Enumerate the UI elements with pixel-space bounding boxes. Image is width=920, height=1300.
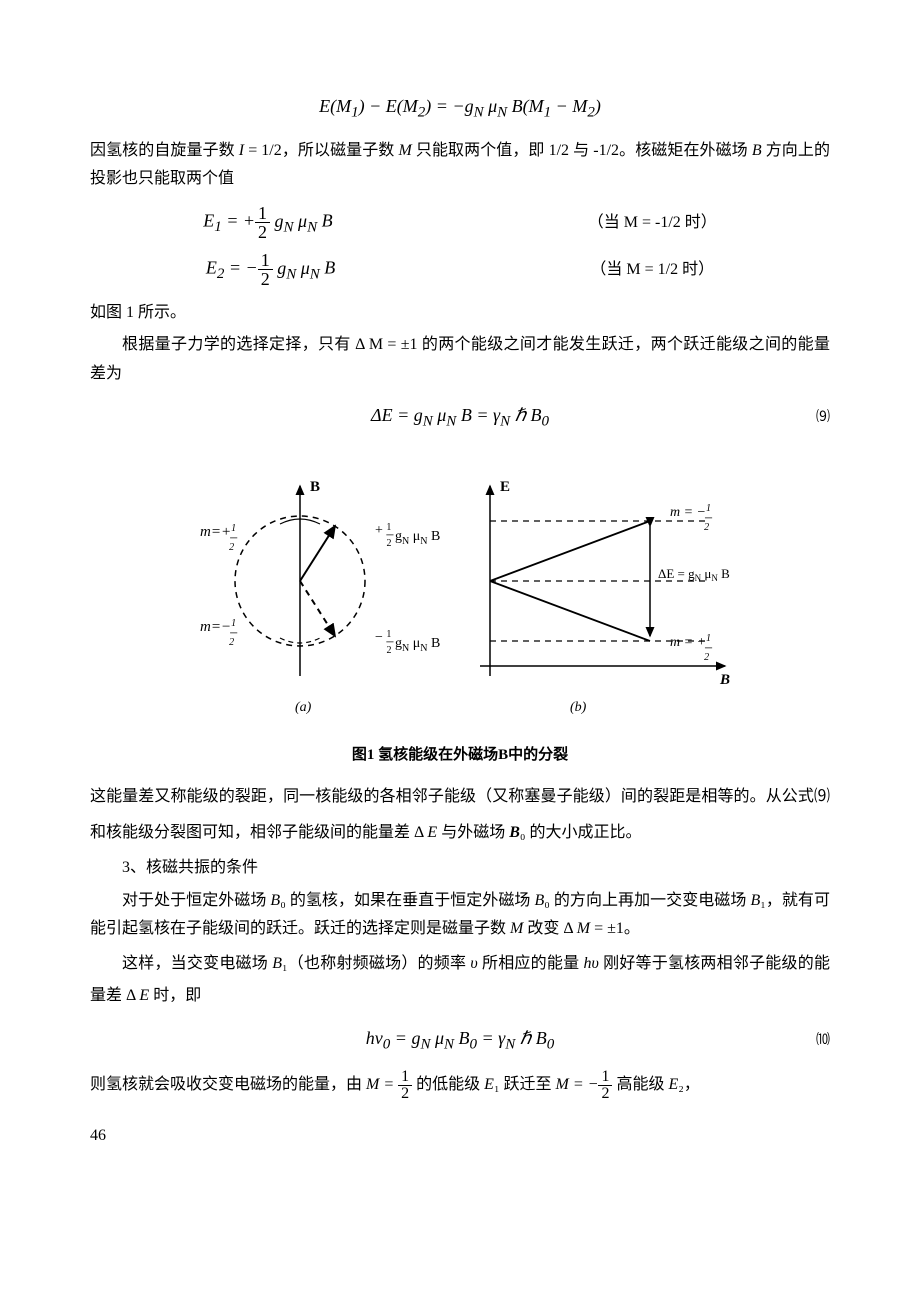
var-E: E bbox=[427, 824, 437, 841]
var-v: υ bbox=[470, 955, 477, 972]
text: 这样，当交变电磁场 bbox=[122, 955, 272, 972]
m-plus-label-a: m=+1─2 bbox=[200, 523, 238, 553]
equation-9: ΔE = gN μN B = γN ℏ B0 ⑼ bbox=[90, 399, 830, 436]
eq-E1-note: （当 M = -1/2 时） bbox=[588, 214, 717, 231]
text: 时，即 bbox=[149, 987, 201, 1004]
var-B: B bbox=[752, 142, 762, 159]
eq-top-expr: E(M1) − E(M2) = −gN μN B(M1 − M2) bbox=[319, 96, 601, 116]
var-B: B bbox=[270, 892, 280, 909]
var-hv: hυ bbox=[584, 955, 599, 972]
frac-n: 1 bbox=[255, 204, 270, 223]
paragraph-5: 对于处于恒定外磁场 B₀ 的氢核，如果在垂直于恒定外磁场 B₀ 的方向上再加一交… bbox=[90, 887, 830, 945]
panel-b-label: (b) bbox=[570, 700, 587, 715]
eq9-number: ⑼ bbox=[816, 405, 830, 430]
frac-d: 2 bbox=[258, 270, 273, 288]
text: 的低能级 bbox=[412, 1076, 484, 1093]
m-minus-label-b: m = −1─2 bbox=[670, 503, 713, 533]
var-B0: B bbox=[509, 824, 520, 841]
var-E: E bbox=[484, 1076, 494, 1093]
figure-1: B m=+1─2 m=−1─2 + 1─2 gN μN B − 1─2 gN μ… bbox=[90, 466, 830, 770]
eq-E2-note: （当 M = 1/2 时） bbox=[590, 261, 714, 278]
equation-top: E(M1) − E(M2) = −gN μN B(M1 − M2) bbox=[90, 90, 830, 127]
section-3-title: 3、核磁共振的条件 bbox=[90, 854, 830, 883]
neg-half-gmb: − 1─2 gN μN B bbox=[375, 629, 440, 656]
m-minus-label-a: m=−1─2 bbox=[200, 618, 238, 648]
eq10-expr: hν0 = gN μN B0 = γN ℏ B0 bbox=[366, 1022, 554, 1059]
text: 所相应的能量 bbox=[478, 955, 584, 972]
text: ₁（也称射频磁场）的频率 bbox=[282, 955, 470, 972]
var-E: E bbox=[139, 987, 149, 1004]
text: ₁ 跃迁至 bbox=[494, 1076, 556, 1093]
var-B: B bbox=[534, 892, 544, 909]
text: = ±1。 bbox=[590, 920, 640, 937]
figure-1-caption: 图1 氢核能级在外磁场B中的分裂 bbox=[90, 742, 830, 769]
var-M: M bbox=[510, 920, 523, 937]
pos-half-gmb: + 1─2 gN μN B bbox=[375, 522, 440, 549]
frac-d: 2 bbox=[398, 1086, 412, 1102]
frac-d: 2 bbox=[255, 223, 270, 241]
eq9-expr: ΔE = gN μN B = γN ℏ B0 bbox=[371, 399, 549, 436]
eq10-number: ⑽ bbox=[816, 1028, 830, 1053]
m-plus-label-b: m = +1─2 bbox=[670, 633, 713, 663]
frac-n: 1 bbox=[598, 1069, 612, 1086]
var-B: B bbox=[750, 892, 760, 909]
paragraph-1: 因氢核的自旋量子数 I = 1/2，所以磁量子数 M 只能取两个值，即 1/2 … bbox=[90, 137, 830, 195]
axis-B-b: B bbox=[719, 672, 730, 688]
paragraph-7: 则氢核就会吸收交变电磁场的能量，由 M = 12 的低能级 E₁ 跃迁至 M =… bbox=[90, 1069, 830, 1102]
frac-n: 1 bbox=[258, 251, 273, 270]
text: 与外磁场 bbox=[437, 824, 509, 841]
var-M: M bbox=[577, 920, 590, 937]
equation-E1: E1 = +12 gN μN B （当 M = -1/2 时） bbox=[90, 204, 830, 241]
paragraph-3: 根据量子力学的选择定择，只有 Δ M = ±1 的两个能级之间才能发生跃迁，两个… bbox=[90, 331, 830, 389]
text: 对于处于恒定外磁场 bbox=[122, 892, 270, 909]
dE-label: ΔE = gN μN B bbox=[658, 566, 730, 583]
paragraph-6: 这样，当交变电磁场 B₁（也称射频磁场）的频率 υ 所相应的能量 hυ 刚好等于… bbox=[90, 948, 830, 1012]
var-E: E bbox=[668, 1076, 678, 1093]
paragraph-2: 如图 1 所示。 bbox=[90, 299, 830, 328]
text: 只能取两个值，即 1/2 与 -1/2。核磁矩在外磁场 bbox=[412, 142, 752, 159]
panel-a: B m=+1─2 m=−1─2 + 1─2 gN μN B − 1─2 gN μ… bbox=[200, 479, 440, 715]
text: 高能级 bbox=[612, 1076, 668, 1093]
var-B: B bbox=[272, 955, 282, 972]
text: 因氢核的自旋量子数 bbox=[90, 142, 239, 159]
panel-a-label: (a) bbox=[295, 700, 312, 715]
paragraph-4: 这能量差又称能级的裂距，同一核能级的各相邻子能级（又称塞曼子能级）间的裂距是相等… bbox=[90, 779, 830, 849]
text: ₀ 的大小成正比。 bbox=[520, 824, 642, 841]
frac-n: 1 bbox=[398, 1069, 412, 1086]
text: ₂， bbox=[678, 1076, 700, 1093]
text: ₀ 的方向上再加一交变电磁场 bbox=[544, 892, 750, 909]
var-M-eq: M = bbox=[366, 1076, 398, 1093]
frac-d: 2 bbox=[598, 1086, 612, 1102]
equation-E2: E2 = −12 gN μN B （当 M = 1/2 时） bbox=[90, 251, 830, 288]
var-M: M bbox=[398, 142, 411, 159]
panel-b: E B ΔE = gN μN B m = −1─2 m = +1─2 (b) bbox=[480, 479, 730, 715]
text: 则氢核就会吸收交变电磁场的能量，由 bbox=[90, 1076, 366, 1093]
page-number: 46 bbox=[90, 1122, 830, 1151]
text: = 1/2，所以磁量子数 bbox=[244, 142, 398, 159]
text: ₀ 的氢核，如果在垂直于恒定外磁场 bbox=[280, 892, 534, 909]
text: 改变 Δ bbox=[523, 920, 576, 937]
axis-B-a: B bbox=[310, 479, 320, 495]
equation-10: hν0 = gN μN B0 = γN ℏ B0 ⑽ bbox=[90, 1022, 830, 1059]
var-M-eq2: M = − bbox=[556, 1076, 599, 1093]
axis-E-b: E bbox=[500, 479, 510, 495]
figure-1-svg: B m=+1─2 m=−1─2 + 1─2 gN μN B − 1─2 gN μ… bbox=[180, 466, 740, 726]
